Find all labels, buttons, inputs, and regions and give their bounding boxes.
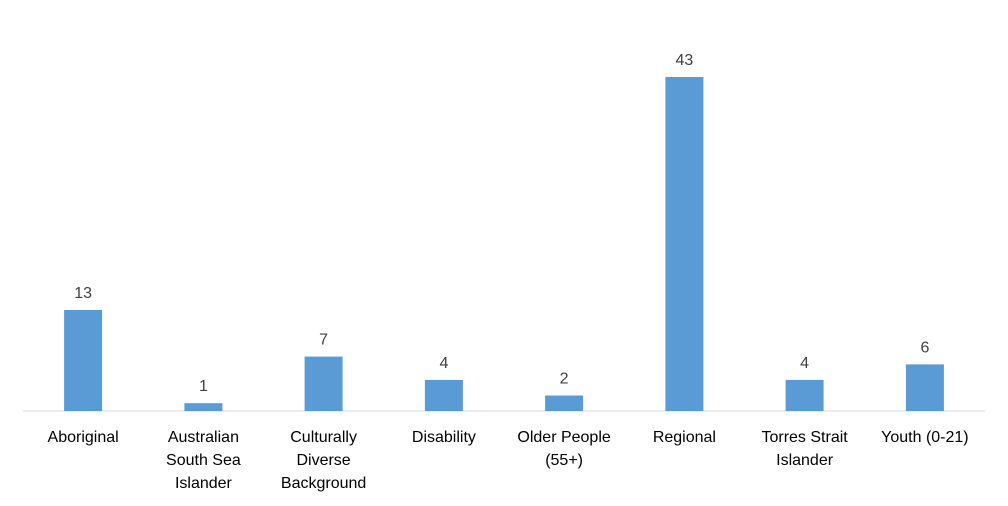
bar [665, 77, 704, 411]
bar [184, 403, 223, 411]
data-label: 4 [800, 355, 809, 372]
x-tick-label-line: South Sea [166, 452, 241, 469]
x-tick-label: Disability [412, 429, 476, 446]
x-tick-label-line: Islander [175, 475, 233, 492]
x-tick-label: Older People (55+) [517, 429, 610, 469]
x-tick-label: Australian South Sea Islander [166, 429, 241, 492]
data-label: 4 [439, 355, 448, 372]
bar [64, 310, 103, 411]
bar [424, 379, 463, 411]
x-tick-label: Torres Strait Islander [761, 429, 848, 469]
data-label: 2 [560, 371, 569, 388]
bars-group [64, 77, 944, 411]
bar [905, 364, 944, 411]
data-labels-group: 13 1 7 4 2 43 4 6 [74, 52, 929, 395]
x-tick-label-line: Australian [168, 429, 239, 446]
x-tick-label: Aboriginal [48, 429, 119, 446]
bar [545, 395, 584, 411]
x-tick-label-line: Aboriginal [48, 429, 119, 446]
data-label: 1 [199, 378, 208, 395]
x-tick-label: Youth (0-21) [881, 429, 968, 446]
x-tick-label-line: Culturally [290, 429, 357, 446]
x-tick-label-line: Older People [517, 429, 610, 446]
x-tick-label-line: Disability [412, 429, 476, 446]
data-label: 6 [920, 339, 929, 356]
x-tick-label-line: Diverse [296, 452, 350, 469]
x-tick-label-line: Regional [653, 429, 716, 446]
x-tick-label-line: Torres Strait [761, 429, 848, 446]
x-tick-label-line: (55+) [545, 452, 583, 469]
data-label: 43 [676, 52, 694, 69]
x-tick-label: Regional [653, 429, 716, 446]
data-label: 7 [319, 332, 328, 349]
bar [785, 379, 824, 411]
x-tick-label: Culturally Diverse Background [281, 429, 366, 492]
data-label: 13 [74, 285, 92, 302]
x-tick-label-line: Youth (0-21) [881, 429, 968, 446]
bar [304, 356, 343, 411]
x-tick-labels-group: Aboriginal Australian South Sea Islander Cul… [48, 429, 969, 492]
x-tick-label-line: Background [281, 475, 366, 492]
x-tick-label-line: Islander [776, 452, 834, 469]
